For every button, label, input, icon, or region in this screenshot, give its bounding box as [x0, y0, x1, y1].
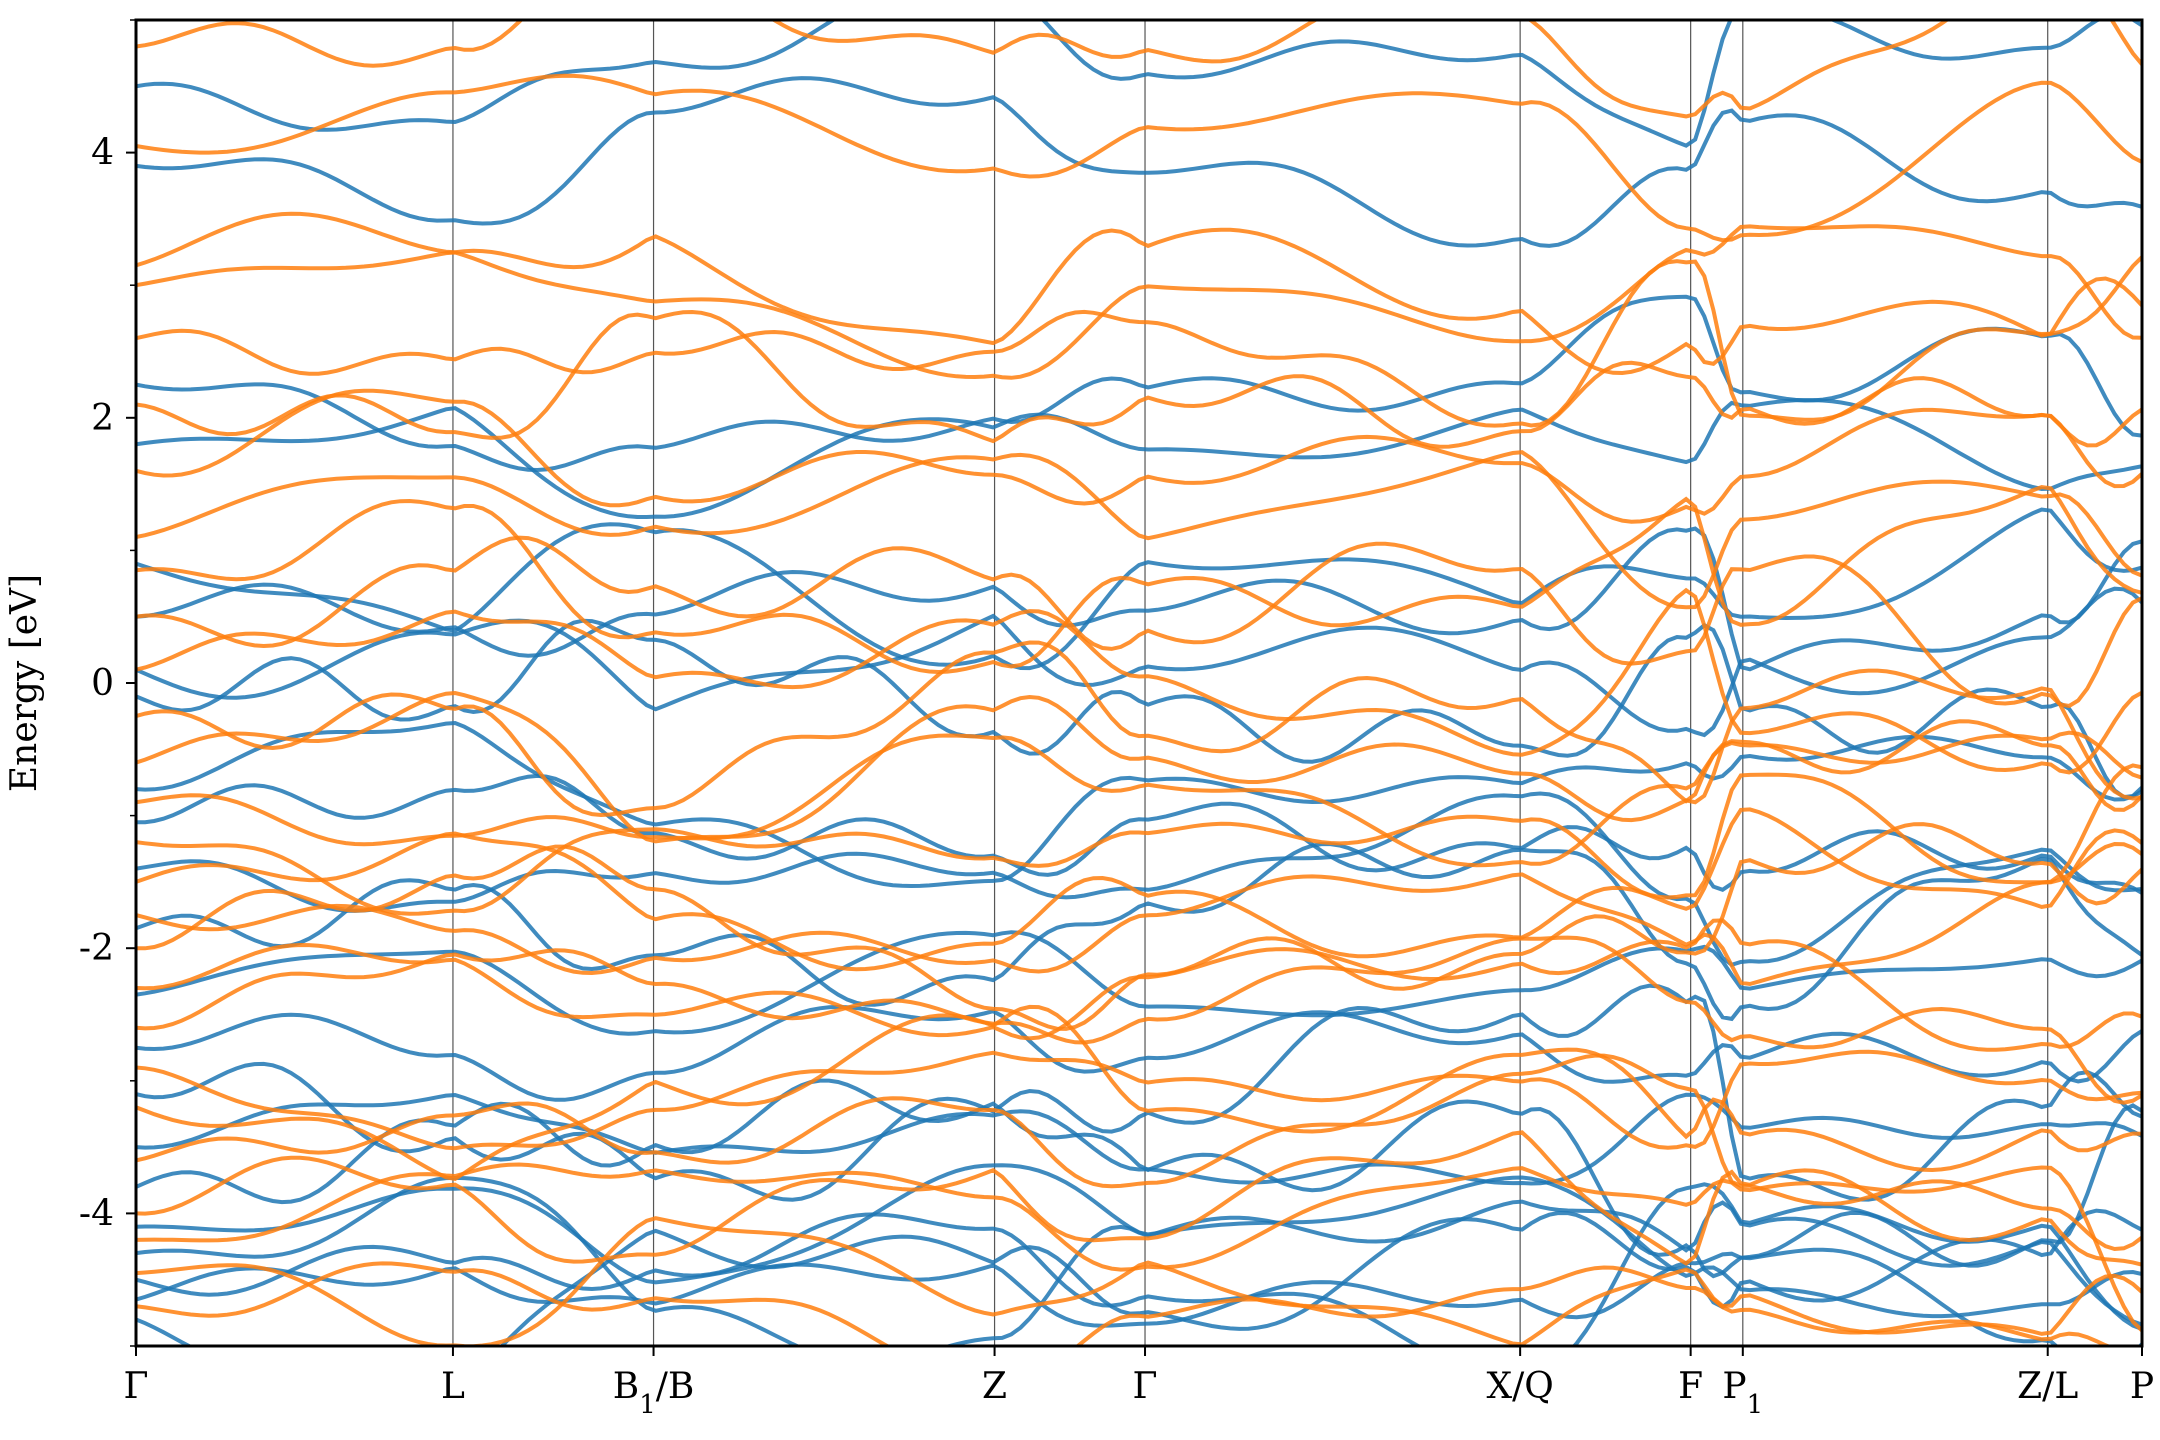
band-1-20	[136, 1049, 2142, 1151]
x-tick-label-7: P1	[1722, 1366, 1763, 1420]
x-tick-label-9: P	[2130, 1366, 2154, 1407]
band-1-23	[136, 1130, 2142, 1267]
y-axis-label: Energy [eV]	[4, 574, 45, 792]
band-1-15	[136, 807, 2142, 972]
x-tick-label-5: X/Q	[1486, 1366, 1553, 1407]
band-1-11	[136, 640, 2142, 818]
band-1-13	[136, 730, 2142, 868]
bands-area	[136, 20, 2142, 1346]
band-0-21	[136, 1208, 2142, 1346]
band-1-3	[136, 224, 2142, 380]
band-1-4	[136, 255, 2142, 428]
band-1-26	[136, 1261, 2113, 1346]
band-0-4	[136, 507, 2142, 671]
band-1-12	[136, 668, 2142, 844]
x-tick-label-4: Γ	[1133, 1366, 1158, 1407]
band-1-7	[136, 450, 2142, 610]
band-1-14	[136, 763, 2142, 916]
band-0-3	[136, 398, 2142, 519]
band-1-19	[136, 935, 2142, 1105]
x-tick-label-2: B1/B	[613, 1366, 695, 1420]
band-1-1	[136, 73, 2142, 243]
band-0-0	[136, 20, 2142, 148]
band-0-13	[136, 1004, 2142, 1102]
band-1-0	[136, 20, 2142, 119]
band-1-8	[136, 484, 2142, 675]
y-tick-label-3: 2	[91, 398, 114, 439]
x-tick-label-3: Z	[982, 1366, 1007, 1407]
band-1-21	[136, 1004, 2142, 1182]
band-1-18	[136, 918, 2142, 1052]
x-tick-label-6: F	[1678, 1366, 1703, 1407]
band-0-1	[136, 76, 2142, 248]
band-1-10	[136, 587, 2142, 775]
band-1-22	[136, 1053, 2142, 1252]
band-1-2	[136, 211, 2142, 376]
band-0-19	[136, 1182, 2142, 1346]
band-0-9	[136, 773, 2142, 895]
band-1-16	[136, 841, 2142, 987]
x-tick-label-8: Z/L	[2017, 1366, 2078, 1407]
band-0-12	[136, 930, 2142, 1036]
band-0-15	[136, 1092, 2142, 1186]
y-tick-label-4: 4	[91, 133, 114, 174]
x-axis: Γ L B1/B Z Γ X/Q F P1 Z/L P	[124, 1346, 2154, 1420]
band-0-16	[136, 1078, 2142, 1279]
band-0-8	[136, 720, 2142, 889]
band-1-25	[136, 1216, 2142, 1346]
x-tick-label-0: Γ	[124, 1366, 149, 1407]
y-tick-label-0: -4	[79, 1193, 114, 1234]
band-0-7	[136, 618, 2142, 800]
band-0-11	[136, 842, 2142, 1022]
band-0-20	[136, 1247, 2142, 1346]
y-tick-label-2: 0	[91, 663, 114, 704]
band-0-5	[136, 526, 2142, 672]
band-1-24	[136, 1162, 2142, 1333]
band-0-6	[136, 586, 2142, 738]
y-axis: -4 -2 0 2 4	[79, 19, 136, 1347]
band-1-5	[136, 309, 2142, 449]
band-1-6	[136, 388, 2142, 524]
x-tick-label-1: L	[441, 1366, 465, 1407]
y-tick-label-1: -2	[79, 928, 114, 969]
band-1-9	[136, 535, 2142, 709]
band-0-18	[136, 1175, 2142, 1346]
